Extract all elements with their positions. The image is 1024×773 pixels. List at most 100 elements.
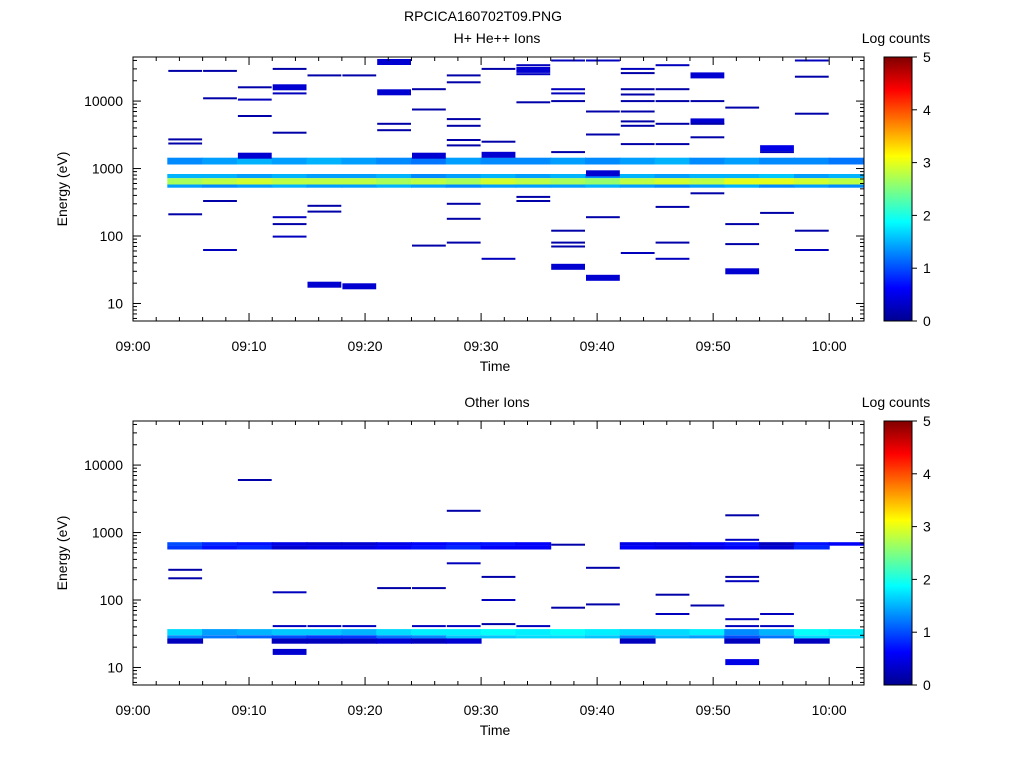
heatmap-cell [376,629,412,636]
heatmap-cell [585,635,621,639]
heatmap-cell [794,229,829,232]
x-tick-label: 09:30 [464,702,499,718]
heatmap-cell [586,133,620,136]
y-tick-label: 100 [100,228,124,244]
heatmap-cell [445,545,482,550]
heatmap-cell [480,178,517,185]
heatmap-cell [307,74,342,77]
axis-ticks: 09:00 09:10 09:20 09:30 09:40 09:50 10:00 10 100… [84,57,864,354]
heatmap-cell [203,200,237,202]
heatmap-cell [586,274,620,281]
heatmap-cell [271,542,308,546]
heatmap-cell [377,587,411,590]
panel-title: H+ He++ Ions [454,30,541,46]
colorbar-ticks: 0 1 2 3 4 5 [912,413,931,693]
heatmap-cell [202,629,238,636]
heatmap-cell [306,629,343,636]
heatmap-cell [272,84,307,91]
heatmap-cell [306,157,343,165]
heatmap-cell [306,638,343,644]
heatmap-cell [515,174,552,179]
heatmap-cell [515,178,552,185]
y-tick-label: 1000 [92,161,123,177]
heatmap-cell [167,629,204,636]
heatmap-cell [585,629,621,636]
heatmap-cell [480,545,517,550]
heatmap-cell [515,545,552,550]
heatmap-cell [236,545,273,550]
heatmap-cell [690,604,725,607]
x-tick-label: 10:00 [812,702,847,718]
heatmap-cell [551,88,585,91]
heatmap-cell [794,75,829,78]
heatmap-cell [412,108,446,111]
heatmap-cell [377,129,411,132]
heatmap-cell [167,638,204,644]
heatmap-cell [759,635,795,639]
heatmap-cell [168,213,203,216]
heatmap-cell [168,69,203,72]
y-tick-label: 10 [107,295,123,311]
heatmap-cell [619,545,656,550]
heatmap-cell [689,545,726,550]
heatmap-cell [168,568,203,571]
heatmap-cell [828,157,865,165]
heatmap-cell [446,625,481,628]
heatmap-cell [585,157,621,165]
heatmap-cell [655,241,690,244]
y-tick-label: 10000 [84,93,123,109]
heatmap-cell [828,629,865,636]
heatmap-cell [236,174,273,179]
heatmap-cell [654,629,691,636]
x-axis-label: Time [480,722,511,738]
heatmap-cell [619,178,656,185]
heatmap-cell [306,545,343,550]
heatmap-cell [376,178,412,185]
heatmap-cell [551,100,585,103]
colorbar [883,420,913,686]
heatmap-cell [654,545,691,550]
x-tick-label: 09:20 [348,702,383,718]
heatmap-cell [551,92,585,95]
colorbar-tick-label: 0 [923,313,931,329]
heatmap-cell [725,618,760,621]
heatmap-cell [550,157,586,165]
heatmap-cell [481,599,516,601]
heatmap-cell [376,545,412,550]
heatmap-cell [515,629,552,636]
heatmap-cell [515,157,552,165]
heatmap-cell [654,178,691,185]
heatmap-cell [550,635,586,639]
colorbar-tick-label: 4 [923,466,931,482]
heatmap-cell [481,151,516,158]
heatmap-cell [272,223,307,226]
heatmap-cell [342,74,377,77]
colorbar-tick-label: 3 [923,155,931,171]
heatmap-cell [516,73,551,76]
heatmap-cell [654,184,691,188]
heatmap-cell [341,174,378,179]
heatmap-cell [236,157,273,165]
heatmap-cell [620,93,655,96]
heatmap-cell [828,184,865,188]
heatmap-cell [585,184,621,188]
heatmap-cell [271,184,308,188]
heatmap-cells [167,479,865,666]
heatmap-cell [759,178,795,185]
x-tick-label: 09:00 [115,338,150,354]
heatmap-cell [793,629,830,636]
heatmap-cell [307,204,342,207]
heatmap-cell [168,142,203,145]
heatmap-cell [481,257,516,260]
heatmap-cell [620,100,655,103]
heatmap-cell [551,606,585,609]
heatmap-cell [724,174,761,179]
heatmap-cell [655,143,690,146]
panel-title: Other Ions [464,394,529,410]
heatmap-cell [586,216,620,219]
heatmap-cell [342,625,377,628]
heatmap-cell [689,629,726,636]
heatmap-cell [272,648,307,655]
plot-frame [132,420,865,686]
y-tick-label: 10 [107,659,123,675]
